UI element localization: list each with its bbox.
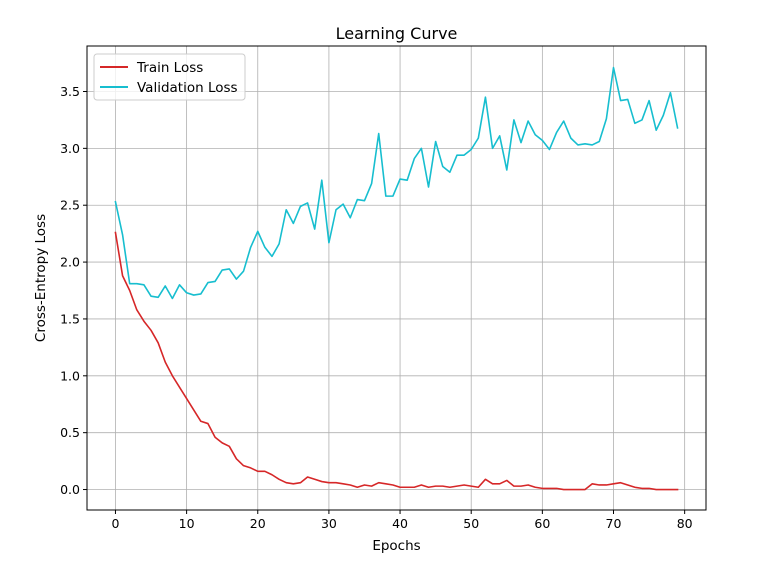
y-tick-label: 2.0 (60, 255, 80, 270)
x-axis-label: Epochs (372, 538, 420, 554)
x-tick-label: 10 (179, 516, 195, 531)
axis-ticks: 0 10 20 30 40 50 60 70 80 0.0 0.5 1.0 1.5 2.0 2.5 3.0 3.… (60, 84, 693, 531)
y-axis-label: Cross-Entropy Loss (33, 214, 49, 342)
x-tick-label: 80 (677, 516, 693, 531)
x-tick-label: 20 (250, 516, 266, 531)
series-lines (114, 66, 679, 491)
y-tick-label: 1.5 (60, 311, 80, 326)
series-line-validation-loss (114, 66, 679, 300)
legend: Train Loss Validation Loss (93, 53, 246, 101)
y-tick-label: 3.5 (60, 84, 80, 99)
x-tick-label: 40 (392, 516, 408, 531)
chart-title: Learning Curve (336, 24, 458, 43)
y-tick-label: 3.0 (60, 141, 80, 156)
x-tick-label: 60 (534, 516, 550, 531)
x-tick-label: 70 (606, 516, 622, 531)
x-tick-label: 30 (321, 516, 337, 531)
legend-label-train-loss: Train Loss (136, 60, 203, 76)
x-tick-label: 0 (111, 516, 119, 531)
y-tick-label: 2.5 (60, 198, 80, 213)
y-tick-label: 0.0 (60, 482, 80, 497)
y-tick-label: 1.0 (60, 368, 80, 383)
legend-label-validation-loss: Validation Loss (137, 80, 238, 96)
series-line-train-loss (114, 231, 679, 491)
legend-box (93, 53, 246, 101)
grid-lines (87, 46, 706, 510)
x-tick-label: 50 (463, 516, 479, 531)
plot-area-frame (86, 45, 707, 511)
y-tick-label: 0.5 (60, 425, 80, 440)
